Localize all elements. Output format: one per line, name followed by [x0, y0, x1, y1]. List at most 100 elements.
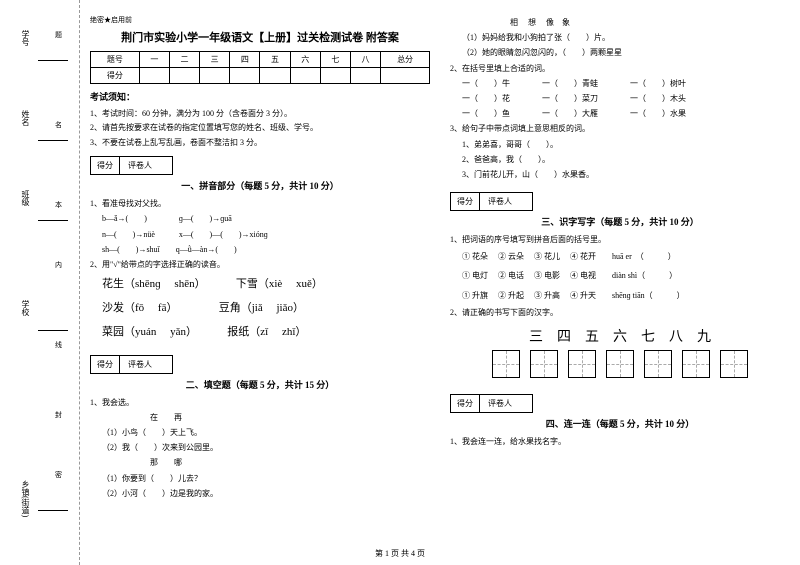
line: 3、门前花儿开，山（ ）水果香。 — [450, 167, 790, 182]
confidential-label: 绝密★启用前 — [90, 15, 430, 25]
score-table: 题号 一 二 三 四 五 六 七 八 总分 得分 — [90, 51, 430, 84]
char: 九 — [697, 326, 711, 346]
line: sh—( )→shuǐ q—ǜ—àn→( ) — [90, 242, 430, 257]
sec3-q1: 1、把词语的序号填写到拼音后面的括号里。 ① 花朵 ② 云朵 ③ 花儿 ④ 花开… — [450, 232, 790, 320]
th: 六 — [290, 52, 320, 68]
page-footer: 第 1 页 共 4 页 — [0, 548, 800, 559]
pair: 那 哪 — [90, 455, 430, 470]
line: 2、爸爸高，我（ ）。 — [450, 152, 790, 167]
line: ① 电灯 ② 电话 ③ 电影 ④ 电视 diàn shì（ ） — [450, 266, 790, 285]
hint: 封 — [55, 410, 62, 420]
char: 八 — [669, 326, 683, 346]
sidebar-line — [38, 60, 68, 61]
line: 一（ ）鱼 一（ ）大雁 一（ ）水果 — [450, 106, 790, 121]
hint: 名 — [55, 120, 62, 130]
word: 沙发（fō fā） — [102, 302, 172, 314]
pair: 在 再 — [90, 410, 430, 425]
line: 1、弟弟喜，哥哥（ ）。 — [450, 137, 790, 152]
sidebar-label-xuexiao: 学校 — [20, 300, 31, 316]
word: 下雪（xiè xuě） — [236, 278, 323, 290]
word-row: 花生（shēnɡ shēn） 下雪（xiè xuě） — [90, 272, 430, 296]
pair: 相 想 像 象 — [450, 15, 790, 30]
th: 一 — [139, 52, 169, 68]
char: 六 — [613, 326, 627, 346]
char-header-row: 三 四 五 六 七 八 九 — [450, 326, 790, 346]
sec2-q1: 1、我会选。 在 再 （1）小鸟（ ）天上飞。 （2）我（ ）次来到公园里。 那… — [90, 395, 430, 501]
word-row: 沙发（fō fā） 豆角（jiǎ jiǎo） — [90, 296, 430, 320]
line: （1）你要到（ ）儿去？ — [90, 471, 430, 486]
tian-box — [682, 350, 710, 378]
q-stem: 1、我会连一连，给水果找名字。 — [450, 434, 790, 449]
word: 菜园（yuán yǎn） — [102, 326, 192, 338]
grader-label: 评卷人 — [482, 395, 532, 412]
hint: 本 — [55, 200, 62, 210]
grader-box: 得分 评卷人 — [90, 156, 173, 175]
tian-box — [644, 350, 672, 378]
line: ① 花朵 ② 云朵 ③ 花儿 ④ 花开 huā er （ ） — [450, 247, 790, 266]
sidebar-line — [38, 330, 68, 331]
th: 四 — [230, 52, 260, 68]
main-content: 绝密★启用前 荆门市实验小学一年级语文【上册】过关检测试卷 附答案 题号 一 二… — [90, 15, 790, 501]
sec4-q1: 1、我会连一连，给水果找名字。 — [450, 434, 790, 449]
grader-box: 得分 评卷人 — [450, 394, 533, 413]
tian-box — [568, 350, 596, 378]
q-stem: 1、我会选。 — [90, 395, 430, 410]
right-top-block: 相 想 像 象 （1）妈妈给我和小狗拍了张（ ）片。 （2）她的眼睛忽闪忽闪的，… — [450, 15, 790, 182]
notice-title: 考试须知： — [90, 90, 430, 103]
word: 报纸（zǐ zhǐ） — [227, 326, 306, 338]
line: 一（ ）花 一（ ）菜刀 一（ ）木头 — [450, 91, 790, 106]
line: （1）小鸟（ ）天上飞。 — [90, 425, 430, 440]
section2-title: 二、填空题（每题 5 分，共计 15 分） — [90, 378, 430, 391]
q2-stem: 2、用"√"给带点的字选择正确的读音。 — [90, 257, 430, 272]
td: 得分 — [91, 68, 140, 84]
char: 三 — [529, 326, 543, 346]
tian-box — [492, 350, 520, 378]
sidebar-label-banji: 班级 — [20, 190, 31, 206]
section3-title: 三、识字写字（每题 5 分，共计 10 分） — [450, 215, 790, 228]
line: 一（ ）牛 一（ ）青蛙 一（ ）树叶 — [450, 76, 790, 91]
tian-box — [720, 350, 748, 378]
line: （2）我（ ）次来到公园里。 — [90, 440, 430, 455]
char: 四 — [557, 326, 571, 346]
line: （1）妈妈给我和小狗拍了张（ ）片。 — [450, 30, 790, 45]
grader-box: 得分 评卷人 — [90, 355, 173, 374]
grader-label: 评卷人 — [122, 157, 172, 174]
th: 八 — [350, 52, 380, 68]
grader-label: 评卷人 — [122, 356, 172, 373]
right-column: 相 想 像 象 （1）妈妈给我和小狗拍了张（ ）片。 （2）她的眼睛忽闪忽闪的，… — [450, 15, 790, 501]
sidebar-line — [38, 140, 68, 141]
q1-stem: 1、看准母找对父找。 — [90, 196, 430, 211]
th: 七 — [320, 52, 350, 68]
hint: 线 — [55, 340, 62, 350]
hint: 题 — [55, 30, 62, 40]
word: 花生（shēnɡ shēn） — [102, 278, 200, 290]
notice-item: 2、请首先按要求在试卷的指定位置填写您的姓名、班级、学号。 — [90, 121, 430, 135]
q-stem: 1、把词语的序号填写到拼音后面的括号里。 — [450, 232, 790, 247]
score-label: 得分 — [451, 395, 480, 412]
paper-title: 荆门市实验小学一年级语文【上册】过关检测试卷 附答案 — [90, 29, 430, 45]
q-stem: 3、给句子中带点词填上意思相反的词。 — [450, 121, 790, 136]
tian-box — [606, 350, 634, 378]
th: 总分 — [381, 52, 430, 68]
score-value-row: 得分 — [91, 68, 430, 84]
score-label: 得分 — [91, 157, 120, 174]
binding-sidebar: 学号 姓名 班级 学校 乡镇(街道) 题 名 本 内 线 封 密 — [0, 0, 80, 565]
line: b—ǎ→( ) ɡ—( )→ɡuā — [90, 211, 430, 226]
hint: 密 — [55, 470, 62, 480]
sidebar-line — [38, 220, 68, 221]
q-stem: 2、请正确的书写下面的汉字。 — [450, 305, 790, 320]
notice-item: 1、考试时间：60 分钟，满分为 100 分（含卷面分 3 分）。 — [90, 107, 430, 121]
hint: 内 — [55, 260, 62, 270]
sidebar-label-xingming: 姓名 — [20, 110, 31, 126]
q1: 1、看准母找对父找。 b—ǎ→( ) ɡ—( )→ɡuā n—( )→nüè x… — [90, 196, 430, 257]
section4-title: 四、连一连（每题 5 分，共计 10 分） — [450, 417, 790, 430]
word: 豆角（jiǎ jiǎo） — [219, 302, 304, 314]
th: 五 — [260, 52, 290, 68]
notice-list: 1、考试时间：60 分钟，满分为 100 分（含卷面分 3 分）。 2、请首先按… — [90, 107, 430, 150]
tian-grid-row — [450, 350, 790, 378]
sidebar-label-xuehao: 学号 — [20, 30, 31, 46]
word-row: 菜园（yuán yǎn） 报纸（zǐ zhǐ） — [90, 320, 430, 344]
th: 三 — [200, 52, 230, 68]
score-label: 得分 — [91, 356, 120, 373]
grader-label: 评卷人 — [482, 193, 532, 210]
